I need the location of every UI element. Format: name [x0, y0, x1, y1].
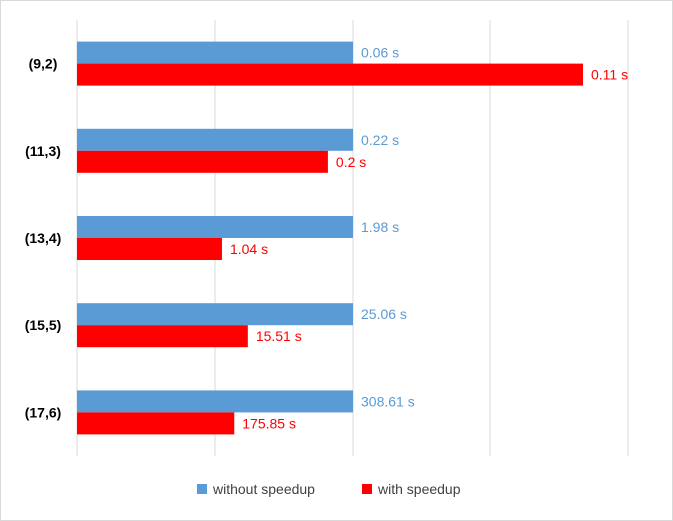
category-label: (15,5)	[25, 317, 62, 333]
data-label-without-speedup: 0.22 s	[361, 132, 399, 148]
category-label: (13,4)	[25, 230, 62, 246]
data-label-without-speedup: 0.06 s	[361, 45, 399, 61]
bar-with-speedup	[77, 325, 248, 348]
bar-with-speedup	[77, 238, 222, 260]
bar-without-speedup	[77, 390, 353, 413]
category-label: (9,2)	[29, 56, 58, 72]
bar-with-speedup	[77, 63, 583, 86]
bar-with-speedup	[77, 150, 328, 173]
data-label-with-speedup: 175.85 s	[242, 415, 296, 431]
category-label: (17,6)	[25, 404, 62, 420]
legend-swatch-without-speedup	[197, 484, 207, 494]
bar-without-speedup	[77, 128, 353, 151]
data-label-with-speedup: 0.2 s	[336, 154, 366, 170]
legend-label-with-speedup: with speedup	[377, 481, 461, 497]
bar-without-speedup	[77, 216, 353, 238]
bar-without-speedup	[77, 303, 353, 326]
data-label-with-speedup: 15.51 s	[256, 328, 302, 344]
data-label-with-speedup: 1.04 s	[230, 241, 268, 257]
bar-with-speedup	[77, 412, 235, 435]
bar-without-speedup	[77, 41, 353, 64]
data-label-without-speedup: 1.98 s	[361, 219, 399, 235]
data-label-without-speedup: 308.61 s	[361, 393, 415, 409]
data-label-with-speedup: 0.11 s	[591, 67, 628, 83]
legend-swatch-with-speedup	[362, 484, 372, 494]
legend-label-without-speedup: without speedup	[212, 481, 315, 497]
category-label: (11,3)	[25, 143, 61, 159]
data-label-without-speedup: 25.06 s	[361, 306, 407, 322]
